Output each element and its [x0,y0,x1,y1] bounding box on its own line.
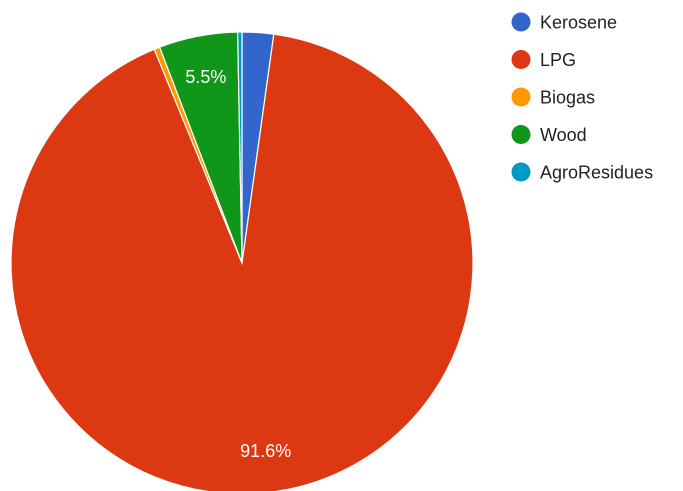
data-label-lpg: 91.6% [240,441,291,461]
pie-slices [10,31,474,491]
pie-slice-agroresidues[interactable] [237,31,243,264]
legend-label-agroresidues[interactable]: AgroResidues [540,163,653,183]
legend-swatch-biogas [511,87,531,107]
legend-label-biogas[interactable]: Biogas [540,88,595,108]
legend-label-lpg[interactable]: LPG [540,50,576,70]
pie-slice-lpg[interactable] [10,33,474,491]
legend-swatch-wood [511,125,531,144]
legend-label-wood[interactable]: Wood [540,125,587,145]
legend-swatch-agroresidues [511,162,531,182]
legend-swatch-kerosene [511,12,531,32]
legend-label-kerosene[interactable]: Kerosene [540,13,617,33]
legend-swatch-lpg [511,50,531,69]
pie-data-labels: 91.6% 5.5% [185,67,291,461]
data-label-wood: 5.5% [185,67,226,87]
legend: Kerosene LPG Biogas Wood AgroResidues [511,12,653,183]
